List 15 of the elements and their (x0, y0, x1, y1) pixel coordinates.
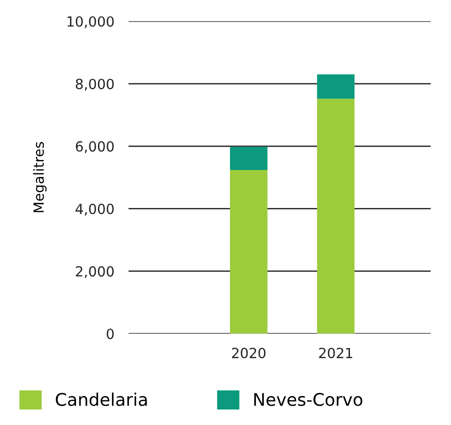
bar (317, 74, 355, 99)
y-tick-label: 0 (106, 328, 114, 340)
bar (230, 146, 268, 170)
y-tick-label: 8,000 (76, 78, 114, 91)
y-tick-label: 2,000 (76, 266, 114, 278)
x-tick-label: 2020 (232, 348, 266, 358)
legend-label: Neves-Corvo (254, 392, 362, 406)
bar (230, 170, 268, 334)
x-tick-label: 2021 (319, 348, 352, 358)
y-axis-title: Megalitres (33, 142, 47, 212)
y-tick-label: 4,000 (76, 204, 114, 216)
bar (317, 98, 355, 334)
legend-label: Candelaria (56, 392, 147, 406)
y-tick-label: 6,000 (76, 141, 114, 154)
y-tick-label: 10,000 (68, 16, 114, 28)
